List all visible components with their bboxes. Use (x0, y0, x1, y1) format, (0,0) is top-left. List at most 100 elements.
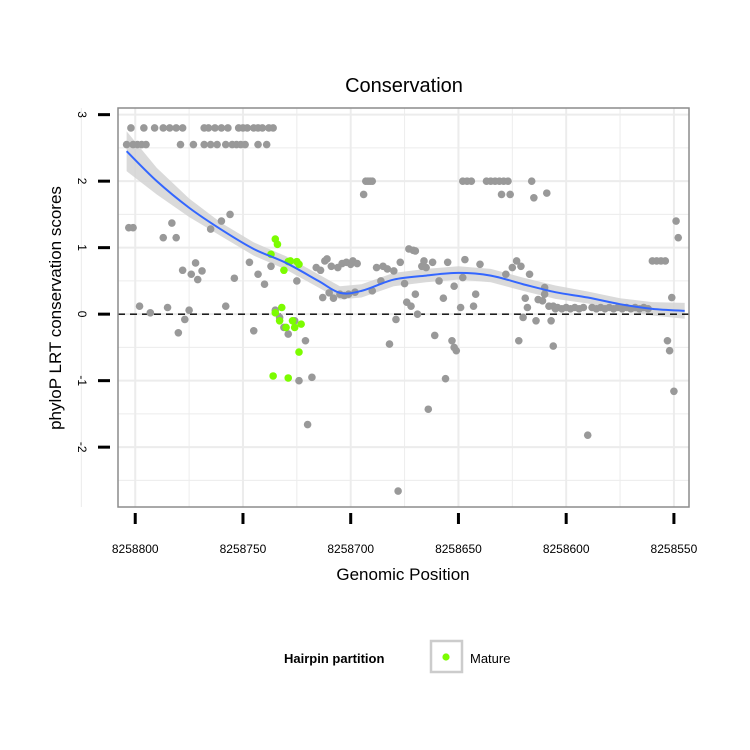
point-other (411, 290, 420, 299)
point-other (672, 217, 680, 225)
point-other (467, 177, 476, 185)
y-tick-label: 2 (75, 178, 89, 185)
point-mature (286, 257, 295, 265)
point-other (443, 258, 452, 267)
point-mature (295, 260, 303, 269)
point-other (452, 346, 461, 355)
point-other (469, 302, 478, 310)
point-other (172, 233, 180, 242)
point-other (368, 177, 377, 185)
point-other (461, 255, 469, 264)
point-other (424, 405, 433, 414)
point-other (420, 257, 428, 265)
point-mature (280, 266, 288, 275)
point-other (180, 315, 189, 324)
point-other (407, 302, 415, 310)
point-other (430, 331, 439, 340)
point-other (504, 177, 512, 185)
point-other (122, 140, 131, 149)
point-other (394, 487, 402, 495)
x-tick-label: 8258700 (327, 542, 374, 556)
point-other (497, 190, 506, 199)
x-tick-label: 8258650 (435, 542, 482, 556)
point-other (435, 277, 443, 285)
y-axis-title: phyloP LRT conservation scores (46, 186, 65, 430)
point-other (308, 373, 316, 382)
point-other (422, 263, 430, 272)
point-other (198, 267, 206, 275)
point-other (193, 275, 202, 284)
point-other (165, 124, 174, 132)
point-other (670, 387, 678, 396)
point-other (213, 140, 221, 149)
point-other (413, 310, 422, 318)
point-other (663, 336, 672, 345)
point-other (329, 294, 338, 302)
point-mature (277, 303, 286, 312)
point-other (230, 274, 239, 283)
point-other (450, 282, 458, 291)
point-other (323, 255, 331, 263)
point-other (140, 124, 148, 132)
y-axis-ticks: -2 -1 0 1 2 3 (75, 111, 110, 453)
point-other (508, 263, 517, 272)
point-other (269, 124, 277, 132)
point-other (293, 277, 301, 285)
legend-label-mature: Mature (470, 651, 510, 666)
point-other (458, 273, 467, 282)
point-other (295, 376, 303, 385)
smooth-line-layer (125, 150, 685, 312)
point-mature (284, 374, 293, 382)
chart-title: Conservation (345, 75, 463, 97)
points-other-layer (122, 124, 683, 495)
y-tick-label: 0 (75, 311, 89, 318)
point-other (316, 266, 325, 275)
point-other (667, 293, 676, 302)
point-other (665, 346, 674, 355)
point-other (392, 315, 400, 324)
point-mature (290, 323, 299, 332)
point-other (523, 303, 532, 312)
point-other (150, 124, 159, 132)
point-other (540, 290, 549, 299)
point-other (159, 233, 168, 242)
point-other (217, 217, 226, 225)
point-other (262, 140, 271, 149)
point-other (303, 420, 312, 429)
point-other (519, 313, 527, 322)
point-other (254, 270, 262, 279)
point-other (396, 258, 405, 267)
point-mature (273, 240, 282, 249)
point-mature (282, 323, 290, 332)
point-other (512, 257, 521, 265)
loess-smooth-line (125, 150, 685, 312)
point-mature (275, 317, 284, 325)
point-other (254, 140, 262, 149)
point-other (502, 270, 510, 279)
point-other (318, 293, 327, 302)
point-other (527, 177, 536, 185)
point-other (400, 279, 409, 288)
point-other (383, 265, 392, 273)
point-other (542, 189, 551, 197)
point-other (224, 124, 232, 132)
y-tick-label: -2 (75, 442, 89, 453)
point-other (249, 326, 258, 335)
point-other (327, 262, 336, 271)
point-other (428, 258, 437, 267)
point-other (243, 124, 252, 132)
point-other (221, 140, 230, 149)
legend-mature-dot (442, 653, 450, 661)
point-other (353, 259, 361, 268)
x-tick-label: 8258750 (220, 542, 267, 556)
point-other (583, 431, 592, 439)
point-mature (269, 372, 277, 380)
point-other (127, 124, 135, 132)
point-mature (271, 309, 280, 317)
point-other (385, 340, 394, 348)
point-other (245, 258, 254, 267)
point-other (176, 140, 185, 149)
point-other (211, 124, 219, 132)
point-other (146, 309, 155, 317)
point-other (174, 328, 183, 337)
